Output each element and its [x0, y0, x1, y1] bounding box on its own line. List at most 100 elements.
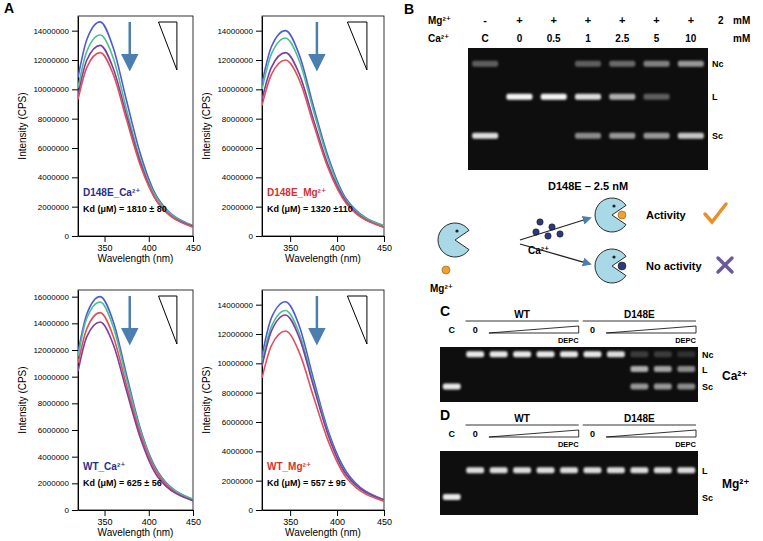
- gel-caption: D148E – 2.5 nM: [548, 180, 628, 192]
- y-tick: 4000000: [38, 173, 78, 182]
- y-tick: 2000000: [222, 203, 262, 212]
- lane-label: 5: [654, 33, 660, 44]
- x-axis: 350400450: [263, 236, 393, 253]
- gel-band: [677, 366, 695, 372]
- y-tick: 14000000: [217, 27, 262, 36]
- x-tick-mark: [384, 236, 385, 242]
- gel-band: [678, 61, 704, 67]
- lane-label: 10: [685, 33, 697, 44]
- gradient-label: DEPC: [675, 440, 696, 449]
- annotation: Kd (μM) = 1320 ±110: [267, 204, 353, 214]
- lane-label: 2.5: [615, 33, 629, 44]
- line-chart: 3504004500200000040000006000000800000010…: [201, 16, 392, 264]
- y-tick: 2000000: [222, 477, 262, 486]
- gel-band: [575, 94, 601, 100]
- lane-label: +: [688, 14, 694, 26]
- y-tick-mark: [256, 177, 262, 178]
- y-tick-mark: [72, 430, 78, 431]
- gel-band: [630, 351, 648, 357]
- gel-band: [584, 467, 602, 473]
- y-tick-mark: [256, 148, 262, 149]
- gel-band: [472, 61, 498, 67]
- y-axis-line: [78, 17, 79, 237]
- y-tick: 8000000: [222, 389, 262, 398]
- gel-band: [490, 351, 508, 357]
- spectrum-line: [262, 315, 384, 500]
- lane-label: +: [550, 14, 556, 26]
- y-tick-mark: [72, 119, 78, 120]
- gel-band: [575, 61, 601, 67]
- y-tick-mark: [72, 510, 78, 511]
- gel-band: [466, 467, 484, 473]
- y-tick: 14000000: [217, 301, 262, 310]
- reaction-arrow: [520, 244, 590, 264]
- gel-band: [506, 94, 532, 100]
- y-tick-label: 12000000: [217, 56, 253, 65]
- y-tick-label: 6000000: [222, 144, 254, 153]
- gel-bands: [472, 61, 704, 139]
- plot-frame: [262, 290, 384, 510]
- gradient-label: DEPC: [558, 440, 579, 449]
- y-tick: 16000000: [33, 293, 78, 302]
- spectrum-line: [262, 53, 384, 228]
- plot-marks: [78, 297, 193, 501]
- x-tick: 450: [186, 510, 201, 527]
- enzyme-eye: [612, 204, 615, 207]
- gradient-label: DEPC: [558, 336, 579, 345]
- y-axis-title: Intensity (CPS): [17, 92, 28, 159]
- gel-band: [677, 351, 695, 357]
- y-axis-title: Intensity (CPS): [201, 366, 212, 433]
- y-tick-label: 12000000: [33, 346, 69, 355]
- x-axis-title: Wavelength (nm): [285, 527, 361, 538]
- lane-label: C: [448, 325, 455, 335]
- trend-triangle: [159, 296, 177, 344]
- row-label: Mg²⁺: [428, 15, 451, 26]
- x-axis: 350400450: [263, 510, 393, 527]
- lane-label: 0: [473, 325, 478, 335]
- gel-band: [607, 467, 625, 473]
- gel-band: [644, 133, 670, 139]
- y-tick-label: 2000000: [38, 479, 70, 488]
- gradient-triangle: [489, 326, 579, 333]
- y-tick-label: 8000000: [222, 389, 254, 398]
- band-label: Sc: [702, 382, 713, 392]
- y-tick-mark: [256, 393, 262, 394]
- x-tick-mark: [193, 510, 194, 516]
- gel-band: [560, 351, 578, 357]
- y-tick: 6000000: [38, 144, 78, 153]
- gel-band: [541, 94, 567, 100]
- x-axis-line: [79, 510, 194, 511]
- x-tick-label: 450: [377, 517, 392, 527]
- trend-triangle: [347, 22, 367, 70]
- y-tick: 10000000: [33, 85, 78, 94]
- line-chart: 3504004500200000040000006000000800000010…: [201, 290, 392, 538]
- x-tick: 350: [98, 510, 113, 527]
- y-tick: 0: [249, 506, 262, 515]
- gel-band: [678, 133, 704, 139]
- spectrum-line: [262, 331, 384, 501]
- line-chart: 3504004500200000040000006000000800000010…: [17, 290, 201, 538]
- x-axis-title: Wavelength (nm): [285, 253, 361, 264]
- plot-marks: [262, 31, 384, 228]
- x-tick-mark: [290, 236, 291, 242]
- annotation: D148E_Mg²⁺: [267, 187, 326, 198]
- y-tick: 10000000: [217, 359, 262, 368]
- x-axis-line: [263, 510, 385, 511]
- y-tick-label: 0: [249, 232, 254, 241]
- annotation: Kd (μM) = 625 ± 56: [83, 478, 162, 488]
- outcome-label: Activity: [646, 209, 687, 221]
- band-label: Sc: [712, 131, 723, 141]
- y-tick: 4000000: [222, 173, 262, 182]
- y-tick-label: 10000000: [33, 85, 69, 94]
- spectrum-line: [78, 45, 193, 226]
- x-tick: 350: [283, 510, 298, 527]
- mg-ion: [618, 211, 626, 219]
- x-axis: 350400450: [79, 236, 202, 253]
- x-tick-mark: [384, 510, 385, 516]
- y-tick-label: 2000000: [222, 477, 254, 486]
- y-tick-mark: [256, 481, 262, 482]
- y-axis-title: Intensity (CPS): [201, 92, 212, 159]
- y-axis-line: [78, 291, 79, 511]
- ion-label: Mg²⁺: [430, 283, 453, 294]
- lane-label: +: [619, 14, 625, 26]
